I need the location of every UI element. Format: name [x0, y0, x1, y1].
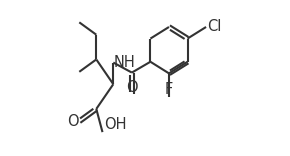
Text: Cl: Cl [207, 20, 221, 34]
Text: O: O [126, 80, 138, 95]
Text: O: O [67, 114, 79, 129]
Text: OH: OH [104, 117, 126, 132]
Text: F: F [165, 82, 173, 97]
Text: NH: NH [114, 55, 136, 70]
